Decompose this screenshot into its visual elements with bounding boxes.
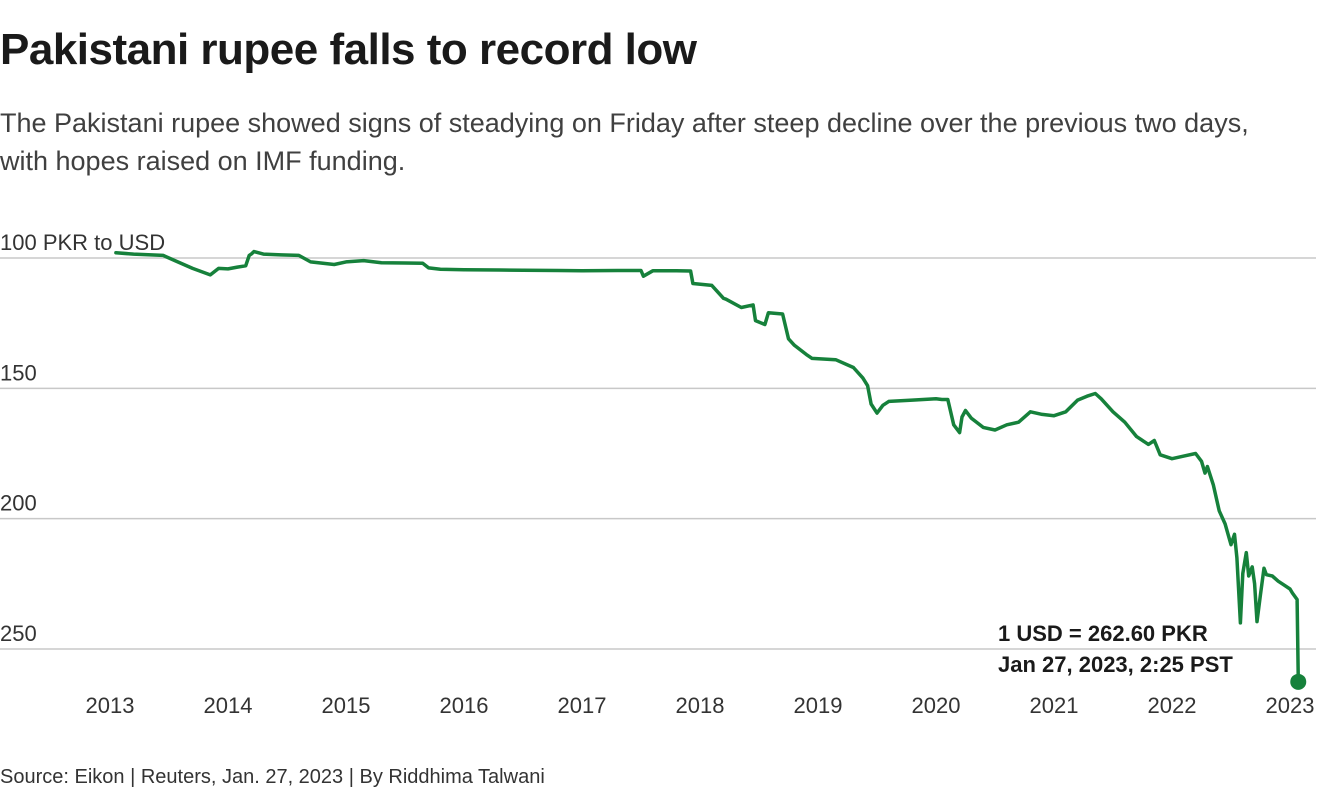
x-tick-label: 2013 bbox=[86, 693, 135, 718]
x-tick-label: 2021 bbox=[1030, 693, 1079, 718]
x-axis-labels: 2013 2014 2015 2016 2017 2018 2019 2020 2021 2022… bbox=[86, 693, 1315, 718]
annotation-rate: 1 USD = 262.60 PKR bbox=[998, 621, 1208, 646]
chart-subtitle: The Pakistani rupee showed signs of stea… bbox=[0, 108, 1249, 176]
y-axis-labels: 100 PKR to USD 150 200 250 bbox=[0, 230, 165, 646]
y-tick-label: 150 bbox=[0, 360, 37, 385]
chart-title: Pakistani rupee falls to record low bbox=[0, 25, 697, 74]
y-tick-label: 250 bbox=[0, 621, 37, 646]
annotation-date: Jan 27, 2023, 2:25 PST bbox=[998, 652, 1233, 677]
series-line bbox=[114, 249, 1301, 684]
x-tick-label: 2019 bbox=[794, 693, 843, 718]
source-note: Source: Eikon | Reuters, Jan. 27, 2023 |… bbox=[0, 766, 545, 788]
x-tick-label: 2020 bbox=[912, 693, 961, 718]
endpoint-marker bbox=[1290, 673, 1307, 690]
x-tick-label: 2014 bbox=[204, 693, 253, 718]
x-tick-label: 2018 bbox=[676, 693, 725, 718]
y-tick-label: 200 bbox=[0, 491, 37, 516]
x-tick-label: 2016 bbox=[440, 693, 489, 718]
x-tick-label: 2017 bbox=[558, 693, 607, 718]
y-tick-label: 100 PKR to USD bbox=[0, 230, 165, 255]
x-tick-label: 2023 bbox=[1266, 693, 1315, 718]
x-tick-label: 2015 bbox=[322, 693, 371, 718]
x-tick-label: 2022 bbox=[1148, 693, 1197, 718]
gridlines bbox=[0, 257, 1316, 650]
